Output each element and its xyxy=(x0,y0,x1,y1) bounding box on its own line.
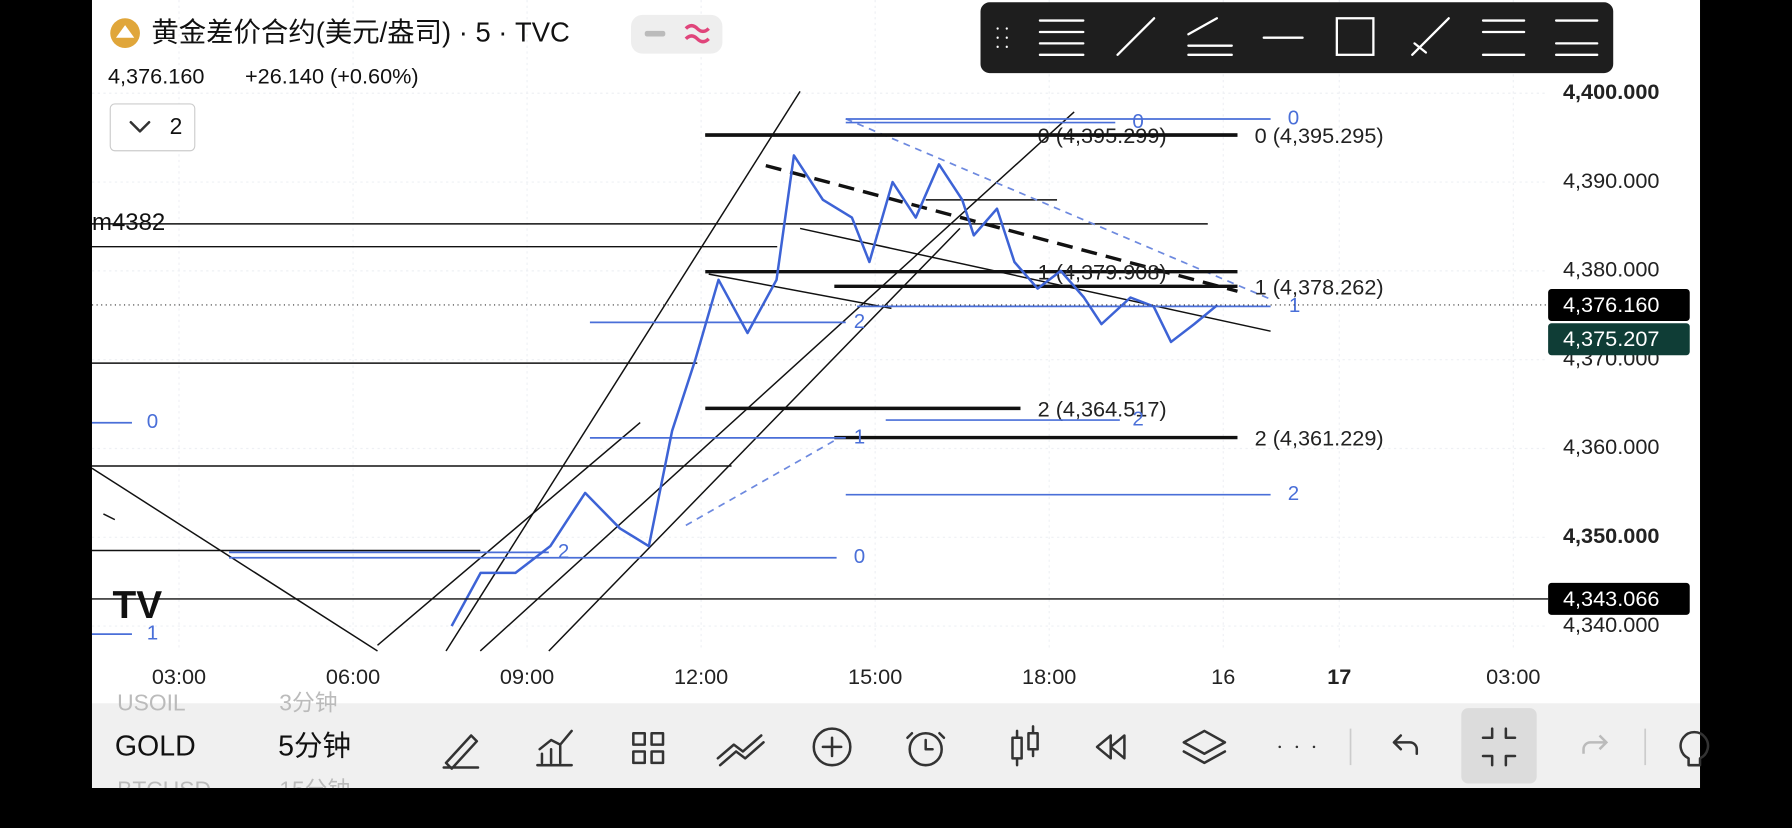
btn-collapse[interactable] xyxy=(1481,727,1517,767)
fib-blue-label: 2 xyxy=(854,310,865,333)
tool-fib-extension[interactable] xyxy=(1187,17,1233,56)
x-tick-label: 18:00 xyxy=(1022,664,1076,689)
btn-replay[interactable] xyxy=(1095,734,1126,760)
btn-compare[interactable] xyxy=(716,734,765,767)
pill-icon xyxy=(684,23,710,44)
btn-alert[interactable] xyxy=(908,731,943,767)
x-tick-label: 12:00 xyxy=(674,664,728,689)
hidden-interval: 3分钟 xyxy=(279,690,337,716)
btn-alert-hands xyxy=(906,731,946,751)
drawing-tools xyxy=(996,17,1599,56)
btn-indicators[interactable] xyxy=(536,729,573,767)
pill-icon xyxy=(644,30,666,37)
btn-layers[interactable] xyxy=(1182,729,1227,765)
btn-layout[interactable] xyxy=(632,731,665,765)
tool-ray[interactable] xyxy=(1411,17,1450,56)
fib-blue-label: 2 xyxy=(1288,482,1299,505)
price-change: +26.140 (+0.60%) xyxy=(245,63,419,88)
tool-short[interactable] xyxy=(1481,19,1526,56)
y-tick-label: 4,390.000 xyxy=(1563,168,1659,193)
trend-line xyxy=(799,227,1271,332)
indicator-count: 2 xyxy=(170,113,183,139)
bottom-tools xyxy=(442,725,1710,770)
drawing-label: m4382 xyxy=(92,209,165,236)
btn-idea[interactable] xyxy=(1679,730,1710,767)
x-tick-label: 09:00 xyxy=(500,664,554,689)
price-tag xyxy=(1548,288,1690,321)
tool-long[interactable] xyxy=(1554,19,1599,56)
y-tick-label: 4,350.000 xyxy=(1563,523,1659,548)
fib-level-label: 0 (4,395.295) xyxy=(1255,123,1384,148)
fib-blue-label: 2 xyxy=(558,540,569,563)
y-tick-label: 4,400.000 xyxy=(1563,79,1659,104)
fib-blue-label: 2 xyxy=(1132,407,1143,430)
trend-line xyxy=(708,273,892,310)
trend-line xyxy=(103,513,116,521)
x-tick-label: 16 xyxy=(1211,664,1235,689)
btn-add[interactable] xyxy=(812,727,852,767)
price-tag-label: 4,375.207 xyxy=(1563,326,1659,351)
symbol[interactable]: GOLD xyxy=(115,731,196,763)
tool-rectangle[interactable] xyxy=(1335,17,1375,56)
fib-level-label: 2 (4,364.517) xyxy=(1038,396,1167,421)
logo-glyph xyxy=(115,25,135,38)
price-line xyxy=(450,154,1219,627)
indicator-toggle[interactable] xyxy=(109,103,196,152)
status-pill[interactable] xyxy=(631,14,723,54)
frame-bottom xyxy=(0,788,1792,828)
chart-area xyxy=(91,0,1701,704)
y-tick-label: 4,340.000 xyxy=(1563,612,1659,637)
x-tick-label: 03:00 xyxy=(1486,664,1540,689)
btn-draw[interactable] xyxy=(442,734,480,770)
x-tick-label: 17 xyxy=(1327,664,1351,689)
fib-blue-label: 1 xyxy=(147,622,158,645)
price-tag-label: 4,343.066 xyxy=(1563,586,1659,611)
separator xyxy=(1349,728,1647,766)
btn-redo[interactable] xyxy=(1582,734,1609,754)
fib-blue-label: 0 xyxy=(1288,106,1299,129)
last-price: 4,376.160 xyxy=(108,63,204,88)
x-tick-label: 15:00 xyxy=(848,664,902,689)
fib-blue-label: 0 xyxy=(854,545,865,568)
price-tag xyxy=(1548,323,1690,356)
fib-blue-label: 1 xyxy=(854,425,865,448)
fib-blue-label: 0 xyxy=(147,410,158,433)
tool-trendline[interactable] xyxy=(1116,17,1156,56)
hidden-symbol: USOIL xyxy=(117,690,186,716)
x-tick-label: 06:00 xyxy=(326,664,380,689)
interval[interactable]: 5分钟 xyxy=(278,731,351,763)
x-tick-label: 03:00 xyxy=(152,664,206,689)
btn-undo[interactable] xyxy=(1392,734,1419,756)
trend-line xyxy=(479,111,1075,652)
trend-line xyxy=(548,227,961,652)
trend-line xyxy=(377,421,641,646)
chevron xyxy=(129,120,151,133)
fib-blue-label: 0 xyxy=(1132,110,1143,133)
fib-level-label: 1 (4,378.262) xyxy=(1255,274,1384,299)
btn-add-plus xyxy=(821,736,843,758)
tool-fib[interactable] xyxy=(1038,19,1085,56)
price-tag-label: 4,376.160 xyxy=(1563,292,1659,317)
selected-tool-bg xyxy=(1461,708,1537,784)
plot: 03:00 06:00 09:00 12:00 15:00 18:00 16 17 03:00 4… xyxy=(91,0,1690,689)
fib-level-label: 1 (4,379.908) xyxy=(1038,260,1167,285)
trend-line xyxy=(91,467,378,652)
symbol-title: 黄金差价合约(美元/盎司) · 5 · TVC xyxy=(151,16,569,47)
drag-handle[interactable] xyxy=(996,27,1008,48)
y-tick-label: 4,380.000 xyxy=(1563,257,1659,282)
btn-chart-type[interactable] xyxy=(1011,725,1039,767)
bottom-bar xyxy=(91,703,1701,789)
fib-level-label: 2 (4,361.229) xyxy=(1255,426,1384,451)
watermark: TV xyxy=(113,584,163,627)
y-tick-label: 4,360.000 xyxy=(1563,434,1659,459)
trend-dashed xyxy=(685,117,1271,527)
price-tag xyxy=(1548,582,1690,615)
